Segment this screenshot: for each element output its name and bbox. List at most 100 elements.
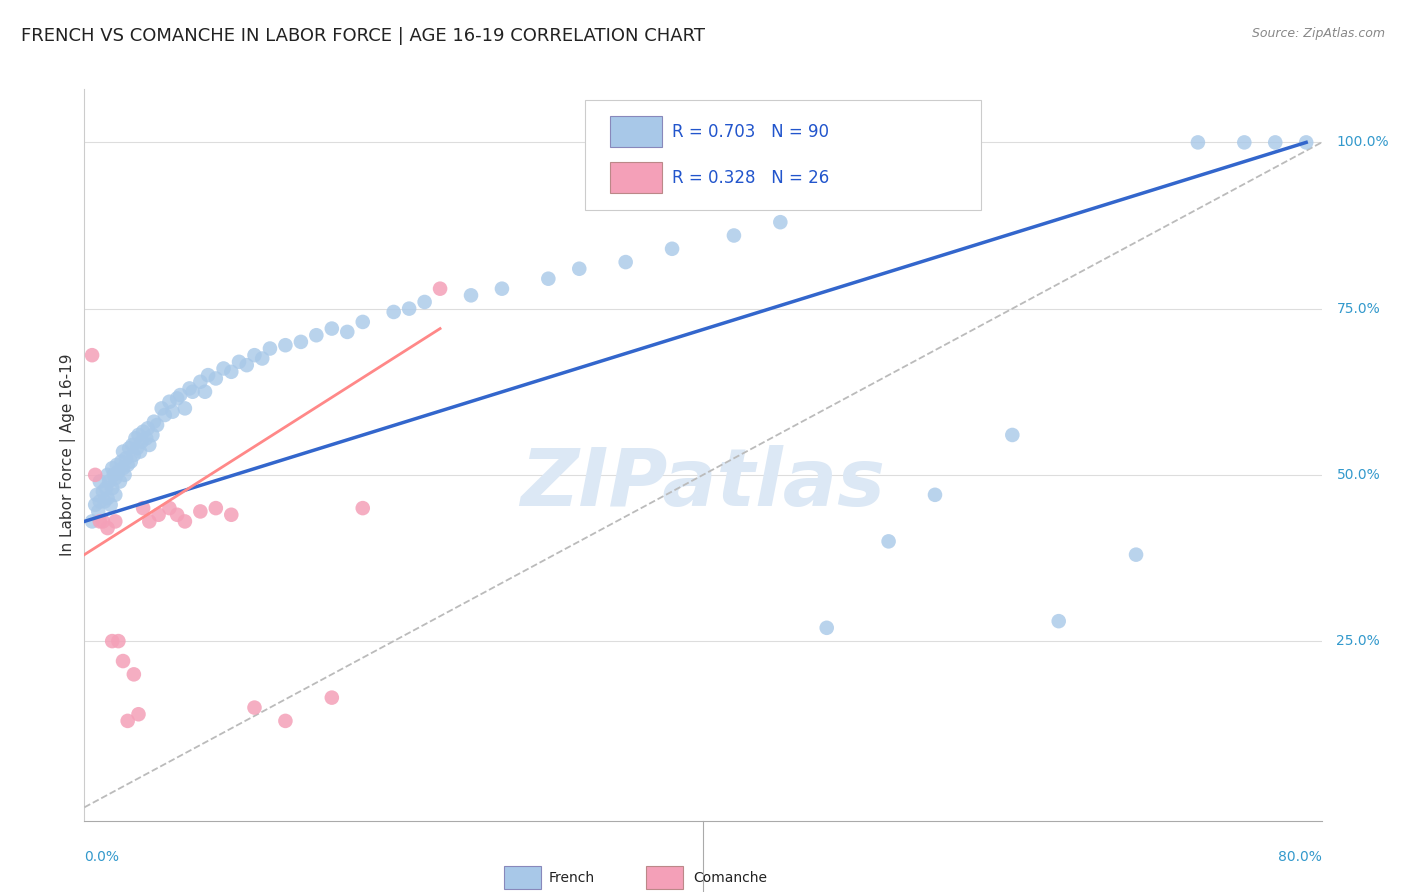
Point [143, 415, 166, 429]
Point [94, 481, 117, 495]
Point [1295, 136, 1317, 150]
Point [112, 461, 135, 475]
Point [1264, 136, 1286, 150]
Point [124, 431, 146, 445]
Point [84, 467, 107, 482]
Point [150, 401, 173, 416]
Point [321, 321, 343, 335]
Point [235, 358, 259, 372]
Point [121, 438, 143, 452]
Point [103, 467, 125, 482]
Point [568, 261, 591, 276]
Point [138, 438, 160, 452]
Point [174, 515, 197, 529]
Point [1125, 548, 1147, 562]
Point [117, 714, 139, 728]
Text: R = 0.703   N = 90: R = 0.703 N = 90 [672, 122, 830, 141]
Point [398, 301, 420, 316]
Point [1187, 136, 1209, 150]
Point [96, 491, 118, 505]
Point [194, 384, 217, 399]
Point [129, 444, 152, 458]
Point [352, 501, 374, 516]
Text: Comanche: Comanche [693, 871, 768, 885]
Point [162, 405, 184, 419]
Point [491, 282, 513, 296]
Point [146, 417, 169, 432]
Point [136, 421, 159, 435]
FancyBboxPatch shape [610, 162, 662, 193]
Point [112, 444, 135, 458]
Point [250, 351, 273, 366]
Point [86, 488, 108, 502]
Text: Source: ZipAtlas.com: Source: ZipAtlas.com [1251, 27, 1385, 40]
FancyBboxPatch shape [503, 866, 541, 889]
FancyBboxPatch shape [647, 866, 683, 889]
Point [179, 381, 201, 395]
Point [148, 508, 170, 522]
Point [429, 282, 451, 296]
Point [112, 654, 135, 668]
Point [1047, 614, 1070, 628]
Point [274, 714, 297, 728]
Point [84, 498, 107, 512]
Point [110, 454, 132, 468]
Text: 100.0%: 100.0% [1337, 136, 1389, 149]
Point [305, 328, 328, 343]
Point [117, 458, 139, 472]
Point [89, 475, 111, 489]
Point [96, 521, 118, 535]
Point [127, 707, 149, 722]
Point [1001, 428, 1024, 442]
Point [243, 700, 266, 714]
Point [661, 242, 683, 256]
Text: ZIPatlas: ZIPatlas [520, 445, 886, 524]
Point [118, 442, 141, 456]
FancyBboxPatch shape [585, 100, 981, 210]
Point [259, 342, 281, 356]
Point [93, 494, 115, 508]
Point [100, 498, 122, 512]
Text: 25.0%: 25.0% [1337, 634, 1381, 648]
Point [101, 481, 124, 495]
Point [82, 515, 104, 529]
Point [96, 467, 118, 482]
Point [120, 454, 142, 468]
Point [127, 428, 149, 442]
FancyBboxPatch shape [610, 116, 662, 147]
Point [135, 431, 157, 445]
Point [228, 355, 250, 369]
Point [82, 348, 104, 362]
Point [924, 488, 946, 502]
Point [115, 451, 138, 466]
Text: FRENCH VS COMANCHE IN LABOR FORCE | AGE 16-19 CORRELATION CHART: FRENCH VS COMANCHE IN LABOR FORCE | AGE … [21, 27, 704, 45]
Text: 50.0%: 50.0% [1337, 468, 1381, 482]
Y-axis label: In Labor Force | Age 16-19: In Labor Force | Age 16-19 [60, 353, 76, 557]
Point [243, 348, 266, 362]
Point [219, 508, 242, 522]
Point [105, 458, 128, 472]
Point [169, 388, 191, 402]
Point [153, 408, 176, 422]
Point [205, 501, 228, 516]
Point [219, 365, 242, 379]
Point [166, 392, 188, 406]
Text: 0.0%: 0.0% [84, 850, 120, 863]
Point [769, 215, 792, 229]
Text: French: French [548, 871, 595, 885]
Point [166, 508, 188, 522]
Point [212, 361, 235, 376]
Point [104, 515, 127, 529]
Point [104, 488, 127, 502]
Point [91, 515, 114, 529]
Point [131, 434, 153, 449]
Point [122, 667, 145, 681]
Text: R = 0.328   N = 26: R = 0.328 N = 26 [672, 169, 830, 186]
Point [107, 465, 129, 479]
Point [89, 494, 111, 508]
Point [98, 475, 121, 489]
Point [125, 442, 148, 456]
Point [274, 338, 297, 352]
Point [132, 501, 155, 516]
Point [1233, 136, 1256, 150]
